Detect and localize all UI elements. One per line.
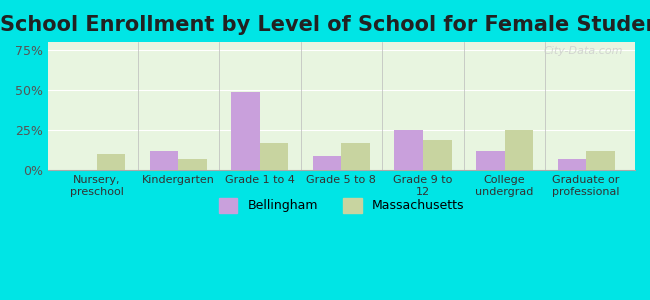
Bar bbox=[260, 143, 289, 170]
Bar bbox=[395, 130, 423, 170]
Bar bbox=[178, 159, 207, 170]
Bar bbox=[341, 143, 370, 170]
Bar bbox=[231, 92, 260, 170]
Bar bbox=[150, 151, 178, 170]
Bar bbox=[558, 159, 586, 170]
Bar bbox=[476, 151, 504, 170]
Title: School Enrollment by Level of School for Female Students: School Enrollment by Level of School for… bbox=[0, 15, 650, 35]
Bar bbox=[586, 151, 615, 170]
Bar bbox=[504, 130, 533, 170]
Text: City-Data.com: City-Data.com bbox=[544, 46, 623, 56]
Legend: Bellingham, Massachusetts: Bellingham, Massachusetts bbox=[214, 193, 469, 218]
Bar bbox=[313, 156, 341, 170]
Bar bbox=[97, 154, 125, 170]
Bar bbox=[423, 140, 452, 170]
